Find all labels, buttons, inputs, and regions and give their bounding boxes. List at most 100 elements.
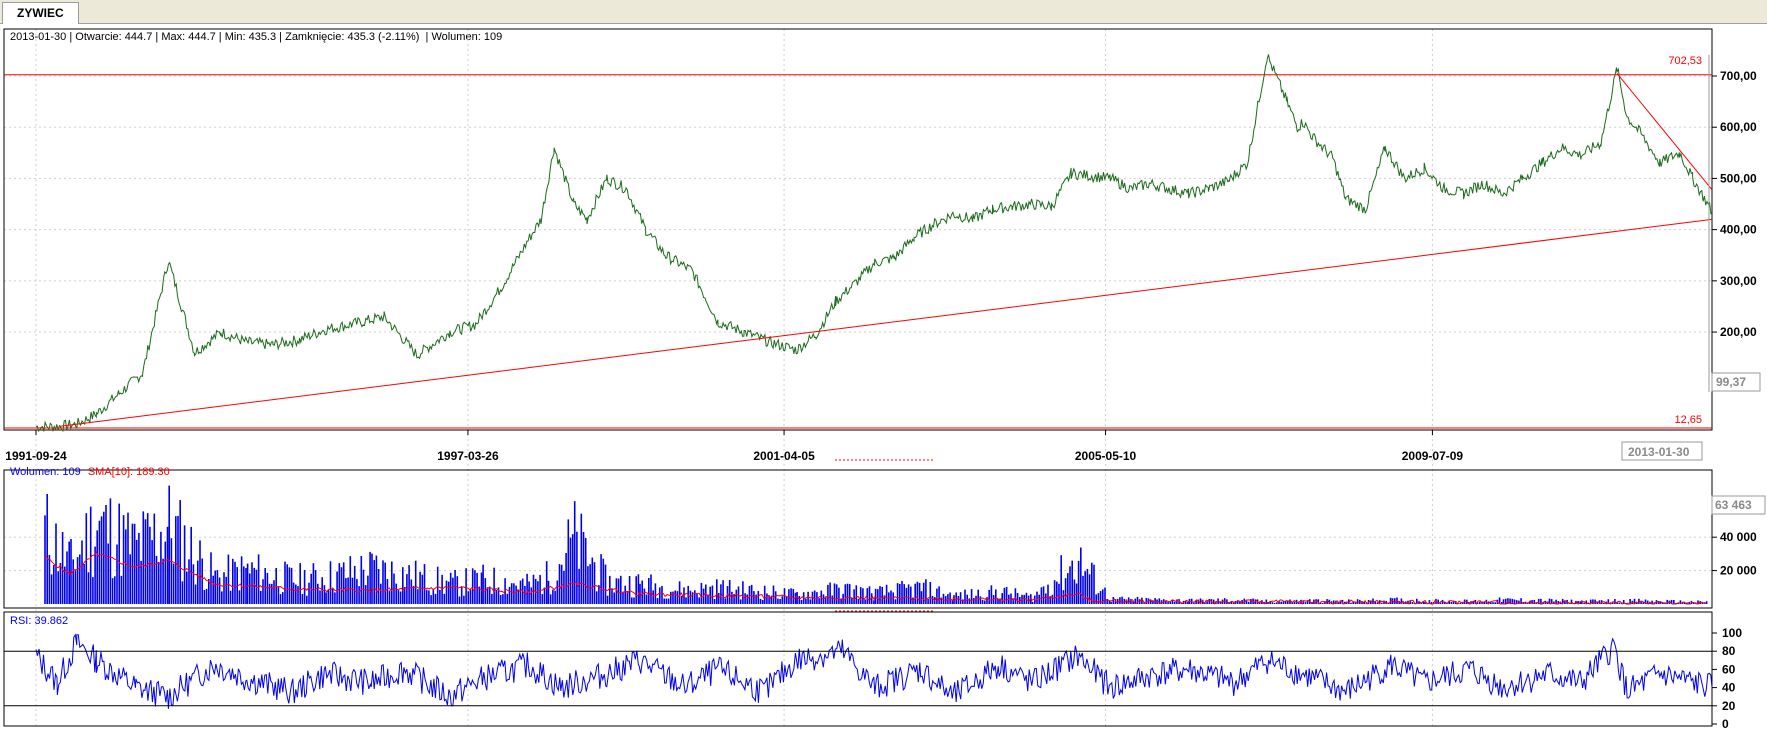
volume-bar — [225, 576, 227, 604]
volume-bar — [467, 591, 470, 604]
volume-bar — [251, 562, 253, 604]
volume-bar — [118, 503, 120, 604]
volume-bar — [1178, 599, 1180, 604]
volume-bar — [120, 575, 123, 604]
volume-bar — [74, 570, 77, 604]
price-panel[interactable] — [4, 54, 1713, 612]
volume-bar — [1263, 601, 1265, 604]
volume-bar — [800, 599, 803, 604]
volume-bar — [1343, 601, 1346, 604]
volume-bar — [879, 586, 881, 604]
volume-bar — [1304, 602, 1307, 604]
info-min: 435.3 — [248, 31, 277, 43]
volume-bar — [273, 580, 275, 604]
y-tick-label: 80 — [1722, 644, 1736, 658]
volume-bar — [96, 530, 98, 604]
volume-bar — [356, 579, 358, 604]
volume-bar — [659, 587, 661, 604]
volume-bar — [595, 591, 598, 604]
volume-bar — [260, 590, 262, 604]
volume-bar — [295, 584, 297, 604]
volume-bar — [441, 574, 443, 604]
tab-zywiec[interactable]: ZYWIEC — [2, 2, 79, 24]
volume-bar — [589, 564, 591, 604]
volume-bar — [813, 590, 816, 604]
volume-bar — [371, 553, 373, 604]
rsi-panel[interactable] — [35, 633, 1713, 709]
volume-bar — [236, 567, 238, 604]
y-tick-label: 20 — [1722, 699, 1736, 713]
volume-bar — [406, 574, 408, 604]
volume-bar — [98, 520, 101, 604]
volume-bar — [1276, 602, 1278, 604]
volume-bar — [713, 599, 716, 604]
volume-bar — [938, 586, 940, 604]
volume-bar — [901, 580, 903, 604]
volume-bar — [246, 563, 249, 604]
volume-bar — [848, 584, 851, 604]
volume-bar — [386, 579, 389, 604]
info-close: 435.3 (-2.11%) — [347, 31, 420, 43]
volume-bar — [582, 532, 585, 604]
panel-frame — [3, 611, 1713, 727]
volume-bar — [694, 590, 696, 604]
volume-bar — [218, 577, 221, 604]
volume-bar — [166, 526, 169, 604]
volume-bar — [1509, 598, 1511, 604]
rsi-series-line — [35, 633, 1713, 709]
volume-bar — [327, 589, 330, 604]
volume-bar — [205, 588, 208, 604]
volume-bar — [615, 578, 618, 604]
volume-bar — [1084, 571, 1086, 604]
volume-bar — [253, 567, 255, 604]
volume-bar — [292, 582, 295, 604]
volume-bar — [1206, 601, 1208, 604]
volume-bar — [1130, 599, 1132, 604]
volume-bar — [1513, 599, 1516, 604]
volume-bar — [1036, 591, 1038, 604]
volume-bar — [606, 595, 609, 604]
volume-bar — [925, 579, 927, 604]
volume-bar — [1123, 598, 1126, 604]
volume-bar — [899, 584, 901, 604]
volume-panel[interactable] — [44, 485, 1708, 605]
volume-bar — [515, 585, 517, 604]
volume-bar — [1141, 597, 1143, 604]
volume-bar — [144, 519, 147, 604]
info-open-label: Otwarcie: — [75, 31, 122, 43]
volume-bar — [824, 596, 827, 604]
volume-bar — [465, 568, 467, 604]
volume-bar — [1287, 600, 1289, 604]
volume-bar — [1145, 598, 1148, 604]
volume-bar — [1557, 601, 1560, 604]
volume-bar — [1056, 581, 1058, 604]
sma-series-line — [44, 551, 1706, 605]
volume-bar — [299, 563, 301, 604]
volume-bar — [1042, 586, 1045, 604]
volume-bar — [188, 559, 190, 604]
volume-bar — [127, 512, 129, 604]
cursor-value-box — [1711, 372, 1761, 392]
volume-bar — [567, 519, 570, 604]
volume-bar — [873, 600, 875, 604]
volume-bar — [670, 591, 672, 604]
volume-bar — [436, 566, 439, 604]
volume-bar — [1490, 601, 1492, 604]
volume-bar — [192, 564, 195, 604]
volume-bar — [711, 585, 714, 604]
volume-bar — [929, 582, 932, 604]
volume-bar — [336, 571, 338, 604]
volume-bar — [1062, 590, 1065, 604]
volume-bar — [1468, 602, 1470, 604]
volume-bar — [580, 513, 583, 604]
y-tick-label: 700,00 — [1720, 69, 1757, 83]
volume-bar — [1031, 601, 1034, 604]
volume-bar — [777, 598, 779, 604]
volume-bar — [284, 561, 286, 604]
volume-bar — [353, 565, 356, 604]
volume-bar — [1550, 599, 1553, 604]
volume-bar — [652, 590, 654, 604]
volume-bar — [55, 523, 57, 604]
info-date: 2013-01-30 — [10, 31, 67, 43]
